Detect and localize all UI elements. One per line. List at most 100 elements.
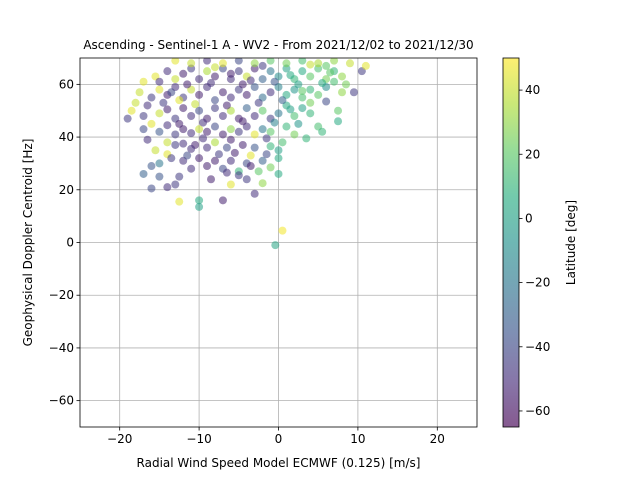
data-point (139, 111, 148, 120)
chart-title: Ascending - Sentinel-1 A - WV2 - From 20… (83, 38, 473, 52)
data-point (187, 164, 196, 173)
data-point (294, 80, 303, 89)
data-point (218, 111, 227, 120)
data-point (258, 61, 267, 70)
data-point (274, 146, 283, 155)
data-point (278, 138, 287, 147)
data-point (238, 140, 247, 149)
data-point (147, 93, 156, 102)
data-point (226, 156, 235, 165)
data-point (207, 79, 216, 88)
data-point (163, 138, 172, 147)
data-point (222, 168, 231, 177)
data-point (258, 125, 267, 134)
data-point (254, 167, 263, 176)
data-point (175, 197, 184, 206)
data-point (234, 67, 243, 76)
data-point (270, 118, 279, 127)
data-point (330, 58, 339, 65)
data-point (262, 150, 271, 159)
data-point (218, 196, 227, 205)
data-point (210, 138, 219, 147)
data-point (175, 96, 184, 105)
y-tick-label: 20 (59, 183, 74, 197)
x-tick-label: −20 (107, 432, 132, 446)
data-point (195, 106, 204, 115)
data-point (306, 85, 315, 94)
data-point (139, 77, 148, 86)
data-point (163, 121, 172, 130)
data-point (131, 98, 140, 107)
data-point (210, 156, 219, 165)
data-point (195, 202, 204, 211)
data-point (298, 86, 307, 95)
data-point (195, 90, 204, 99)
data-point (270, 77, 279, 86)
data-point (334, 106, 343, 115)
data-point (298, 93, 307, 102)
data-point (326, 68, 335, 77)
colorbar-tick-label: 20 (525, 147, 540, 161)
data-point (191, 100, 200, 109)
data-point (278, 226, 287, 235)
data-point (183, 151, 192, 160)
x-tick-label: −10 (186, 432, 211, 446)
data-point (290, 111, 299, 120)
data-point (234, 58, 243, 65)
data-point (195, 196, 204, 205)
data-point (127, 106, 136, 115)
data-point (266, 163, 275, 172)
colorbar-tick-label: −60 (525, 404, 550, 418)
data-point (250, 59, 259, 68)
data-point (282, 59, 291, 68)
x-axis-ticks: −20 −10 0 10 20 (107, 427, 445, 446)
data-point (298, 67, 307, 76)
data-point (238, 80, 247, 89)
data-point (290, 130, 299, 139)
data-point (294, 119, 303, 128)
data-point (266, 127, 275, 136)
data-point (242, 175, 251, 184)
data-point (187, 111, 196, 120)
y-axis-ticks: −60 −40 −20 0 20 40 60 (49, 77, 80, 408)
data-point (298, 58, 307, 65)
colorbar (502, 57, 520, 428)
data-point (254, 98, 263, 107)
data-point (159, 98, 168, 107)
data-point (155, 77, 164, 86)
data-point (179, 139, 188, 148)
data-point (187, 129, 196, 138)
x-axis-label: Radial Wind Speed Model ECMWF (0.125) [m… (137, 456, 421, 470)
data-point (338, 88, 347, 97)
data-point (199, 134, 208, 143)
data-point (210, 63, 219, 72)
data-point (306, 60, 315, 69)
data-point (278, 96, 287, 105)
data-point (135, 88, 144, 97)
data-point (222, 143, 231, 152)
data-point (286, 71, 295, 80)
colorbar-tick-label: −20 (525, 276, 550, 290)
data-point (207, 175, 216, 184)
data-point (238, 117, 247, 126)
data-point (143, 135, 152, 144)
y-tick-label: −20 (49, 288, 74, 302)
x-tick-label: 0 (275, 432, 283, 446)
data-point (226, 125, 235, 134)
data-point (203, 127, 212, 136)
data-point (258, 106, 267, 115)
y-tick-label: 0 (66, 236, 74, 250)
data-point (195, 75, 204, 84)
data-point (271, 241, 280, 250)
data-point (234, 171, 243, 180)
data-point (242, 104, 251, 113)
data-point (250, 189, 259, 198)
data-point (330, 77, 339, 86)
data-point (226, 180, 235, 189)
data-point (163, 105, 172, 114)
data-point (155, 172, 164, 181)
data-point (318, 79, 327, 88)
x-tick-label: 10 (350, 432, 365, 446)
data-point (155, 109, 164, 118)
data-point (349, 88, 358, 97)
